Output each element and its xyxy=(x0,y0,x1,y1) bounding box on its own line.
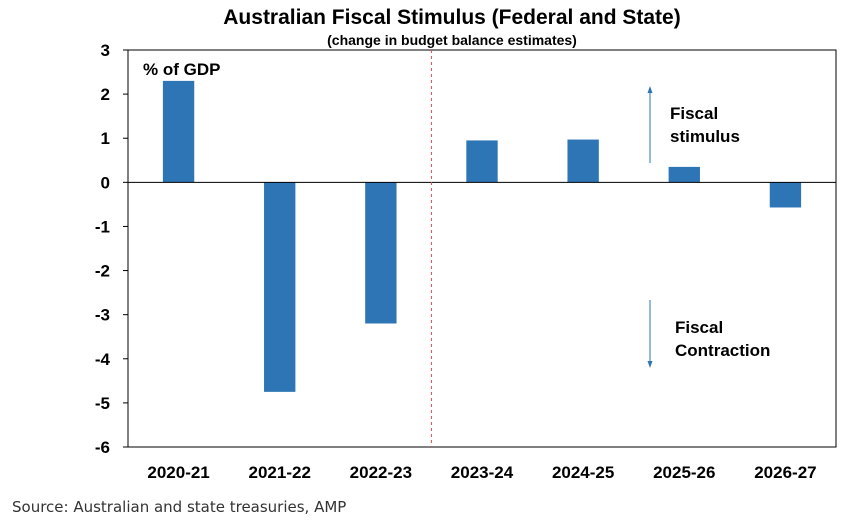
y-tick-label: 2 xyxy=(101,85,110,104)
y-tick-label: -2 xyxy=(95,262,110,281)
bar-2020-21 xyxy=(162,80,195,183)
y-axis: 3 2 1 0 -1 -2 -3 -4 -5 -6 xyxy=(95,41,128,457)
bar-2024-25 xyxy=(567,139,599,183)
y-tick-label: -6 xyxy=(95,438,110,457)
contraction-label-line1: Fiscal xyxy=(675,318,723,337)
stimulus-arrow-icon xyxy=(647,86,653,163)
y-tick-label: -1 xyxy=(95,217,110,236)
contraction-arrow-icon xyxy=(647,300,653,368)
x-tick-label: 2025-26 xyxy=(653,463,715,482)
x-tick-label: 2022-23 xyxy=(350,463,412,482)
bar-2023-24 xyxy=(466,140,498,183)
source-note: Source: Australian and state treasuries,… xyxy=(12,498,347,516)
x-axis: 2020-21 2021-22 2022-23 2023-24 2024-25 2025-… xyxy=(147,463,816,482)
y-tick-label: -4 xyxy=(95,350,111,369)
y-tick-label: -3 xyxy=(95,306,110,325)
stimulus-label-line1: Fiscal xyxy=(670,104,718,123)
chart-subtitle: (change in budget balance estimates) xyxy=(327,32,577,48)
y-axis-label: % of GDP xyxy=(143,60,220,79)
bar-2025-26 xyxy=(668,166,700,183)
bars xyxy=(162,80,802,392)
chart: Australian Fiscal Stimulus (Federal and … xyxy=(95,6,837,482)
plot-frame xyxy=(127,49,837,448)
bar-2021-22 xyxy=(264,182,296,392)
contraction-label-line2: Contraction xyxy=(675,341,770,360)
bar-2026-27 xyxy=(769,182,802,208)
y-tick-label: 1 xyxy=(101,129,110,148)
y-tick-label: 0 xyxy=(101,173,110,192)
chart-title: Australian Fiscal Stimulus (Federal and … xyxy=(223,6,680,29)
x-tick-label: 2023-24 xyxy=(451,463,514,482)
stimulus-label-line2: stimulus xyxy=(670,127,740,146)
x-tick-label: 2026-27 xyxy=(754,463,816,482)
x-tick-label: 2024-25 xyxy=(552,463,614,482)
y-tick-label: -5 xyxy=(95,394,110,413)
y-tick-label: 3 xyxy=(101,41,110,60)
x-tick-label: 2020-21 xyxy=(147,463,209,482)
bar-2022-23 xyxy=(365,182,397,324)
x-tick-label: 2021-22 xyxy=(249,463,311,482)
